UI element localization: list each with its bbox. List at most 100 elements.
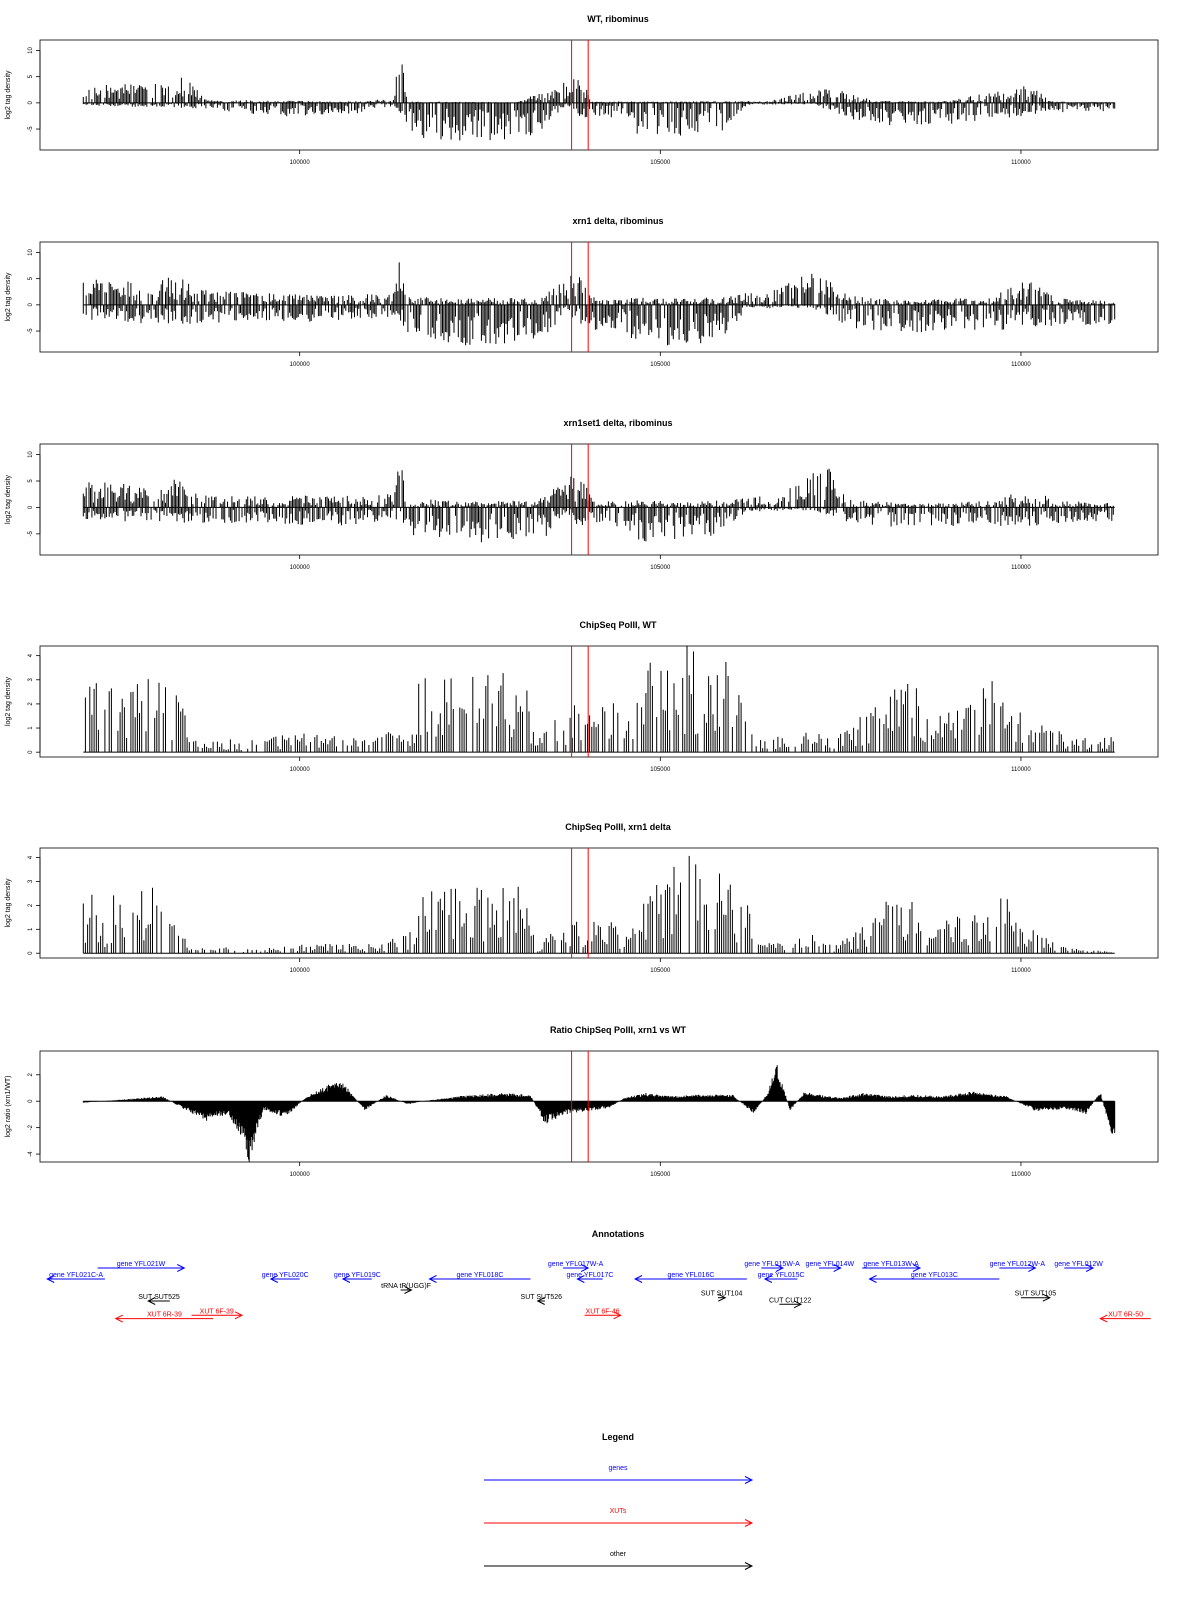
annotation-arrow: SUT SUT104 <box>701 1291 743 1302</box>
annotation-arrow: gene YFL014W <box>806 1261 854 1272</box>
panel-6: Ratio ChipSeq PolII, xrn1 vs WT -4 -2 0 2 log… <box>5 1025 1159 1178</box>
panel-4: ChipSeq PolII, WT 0 1 2 3 4 log2 tag density 10… <box>5 620 1159 773</box>
legend-label: XUTs <box>610 1508 627 1515</box>
annotation-arrow: gene YFL016C <box>633 1272 747 1283</box>
y-axis-label: log2 tag density <box>5 70 12 120</box>
annotation-label: gene YFL012W <box>1054 1261 1103 1268</box>
annotation-label: CUT CUT122 <box>769 1297 811 1304</box>
plot-frame <box>39 443 1159 556</box>
annotation-arrow: SUT SUT525 <box>138 1294 180 1305</box>
annotation-label: gene YFL021W <box>117 1261 166 1268</box>
legend: Legend genes XUTs other <box>484 1432 754 1570</box>
y-tick-label: 4 <box>28 653 34 657</box>
legend-label: other <box>610 1551 627 1558</box>
annotation-label: XUT 6F-46 <box>586 1308 620 1315</box>
annotation-label: SUT SUT105 <box>1015 1291 1057 1298</box>
annotation-label: SUT SUT525 <box>138 1294 180 1301</box>
annotation-label: gene YFL021C-A <box>49 1272 103 1279</box>
panel-title: ChipSeq PolII, xrn1 delta <box>565 822 672 832</box>
x-tick-label: 100000 <box>290 968 311 974</box>
legend-entry: other <box>484 1551 754 1570</box>
y-tick-label: 3 <box>28 879 34 883</box>
annotation-arrow: gene YFL021W <box>97 1261 186 1272</box>
y-tick-label: -5 <box>28 531 34 537</box>
x-tick-label: 100000 <box>290 1172 311 1178</box>
annotation-arrow: SUT SUT526 <box>521 1294 562 1305</box>
annotation-arrow: gene YFL015W-A <box>744 1261 800 1272</box>
x-tick-label: 105000 <box>650 1172 671 1178</box>
legend-entry: genes <box>484 1465 754 1484</box>
y-tick-label: 4 <box>28 855 34 859</box>
x-tick-label: 110000 <box>1011 767 1031 773</box>
y-tick-label: -5 <box>28 328 34 334</box>
annotation-label: SUT SUT104 <box>701 1291 743 1298</box>
y-axis-label: log2 tag density <box>5 474 12 524</box>
annotation-arrow: gene YFL013W-A <box>862 1261 922 1272</box>
panel-title: WT, ribominus <box>587 14 649 24</box>
x-tick-label: 100000 <box>290 565 311 571</box>
y-tick-label: 1 <box>28 927 34 931</box>
annotation-label: gene YFL013C <box>911 1272 958 1279</box>
y-tick-label: 3 <box>28 677 34 681</box>
y-tick-label: 2 <box>28 903 34 907</box>
annotation-label: XUT 6F-39 <box>200 1308 234 1315</box>
annotation-arrow: XUT 6F-46 <box>584 1308 622 1320</box>
x-tick-label: 110000 <box>1011 968 1031 974</box>
y-tick-label: 0 <box>28 505 34 509</box>
y-tick-label: -5 <box>28 126 34 132</box>
annotation-label: gene YFL018C <box>457 1272 504 1279</box>
y-tick-label: 0 <box>28 1099 34 1103</box>
y-tick-label: 5 <box>28 276 34 280</box>
annotation-label: gene YFL017C <box>566 1272 613 1279</box>
annotation-arrow: gene YFL017C <box>566 1272 613 1283</box>
panel-3: xrn1set1 delta, ribominus -5 0 5 10 log2 tag … <box>5 418 1159 571</box>
y-tick-label: 5 <box>28 479 34 483</box>
annotation-arrow: XUT 6R-39 <box>114 1312 214 1323</box>
annotation-arrow: XUT 6R-50 <box>1099 1312 1151 1323</box>
panel-5: ChipSeq PolII, xrn1 delta 0 1 2 3 4 log2 tag d… <box>5 822 1159 974</box>
x-tick-label: 105000 <box>650 362 671 368</box>
panel-1: WT, ribominus -5 0 5 10 log2 tag density 10000… <box>5 14 1159 166</box>
x-tick-label: 100000 <box>290 767 311 773</box>
annotation-arrow: gene YFL018C <box>428 1272 531 1283</box>
annotation-label: gene YFL012W-A <box>990 1261 1046 1268</box>
y-tick-label: -2 <box>28 1124 34 1130</box>
annotation-arrow: CUT CUT122 <box>769 1297 811 1309</box>
signal-bars <box>82 468 1114 543</box>
annotations-title: Annotations <box>592 1229 645 1239</box>
annotation-arrow: gene YFL017W-A <box>548 1261 604 1272</box>
y-tick-label: 0 <box>28 101 34 105</box>
y-tick-label: 2 <box>28 702 34 706</box>
x-tick-label: 105000 <box>650 968 671 974</box>
annotation-label: gene YFL015C <box>758 1272 805 1279</box>
annotation-label: gene YFL015W-A <box>744 1261 800 1268</box>
annotation-arrow: XUT 6F-39 <box>191 1308 244 1320</box>
annotation-label: tRNA tP(UGG)F <box>381 1283 431 1290</box>
y-tick-label: 1 <box>28 726 34 730</box>
annotation-label: gene YFL013W-A <box>863 1261 919 1268</box>
panel-title: xrn1 delta, ribominus <box>572 216 663 226</box>
annotation-arrow: gene YFL019C <box>334 1272 381 1283</box>
x-tick-label: 105000 <box>650 767 671 773</box>
panel-title: Ratio ChipSeq PolII, xrn1 vs WT <box>550 1025 687 1035</box>
x-tick-label: 110000 <box>1011 1172 1031 1178</box>
y-tick-label: -4 <box>28 1151 34 1157</box>
annotation-label: XUT 6R-39 <box>147 1312 182 1319</box>
y-tick-label: 0 <box>28 951 34 955</box>
y-axis-label: log2 tag density <box>5 272 12 322</box>
annotations-section: Annotations gene YFL021W gene YFL021C-A ge… <box>46 1229 1151 1323</box>
y-tick-label: 2 <box>28 1072 34 1076</box>
annotation-label: XUT 6R-50 <box>1108 1312 1143 1319</box>
annotation-arrow: SUT SUT105 <box>1015 1291 1057 1302</box>
annotation-arrow: gene YFL012W-A <box>990 1261 1046 1272</box>
annotation-arrow: gene YFL013C <box>868 1272 1000 1283</box>
x-tick-label: 105000 <box>650 160 671 166</box>
panel-2: xrn1 delta, ribominus -5 0 5 10 log2 tag dens… <box>5 216 1159 368</box>
y-axis-label: log2 tag density <box>5 676 12 726</box>
y-tick-label: 10 <box>28 46 34 53</box>
y-tick-label: 0 <box>28 303 34 307</box>
x-tick-label: 105000 <box>650 565 671 571</box>
annotation-arrow: gene YFL021C-A <box>46 1272 105 1283</box>
annotation-arrow: gene YFL015C <box>758 1272 805 1283</box>
